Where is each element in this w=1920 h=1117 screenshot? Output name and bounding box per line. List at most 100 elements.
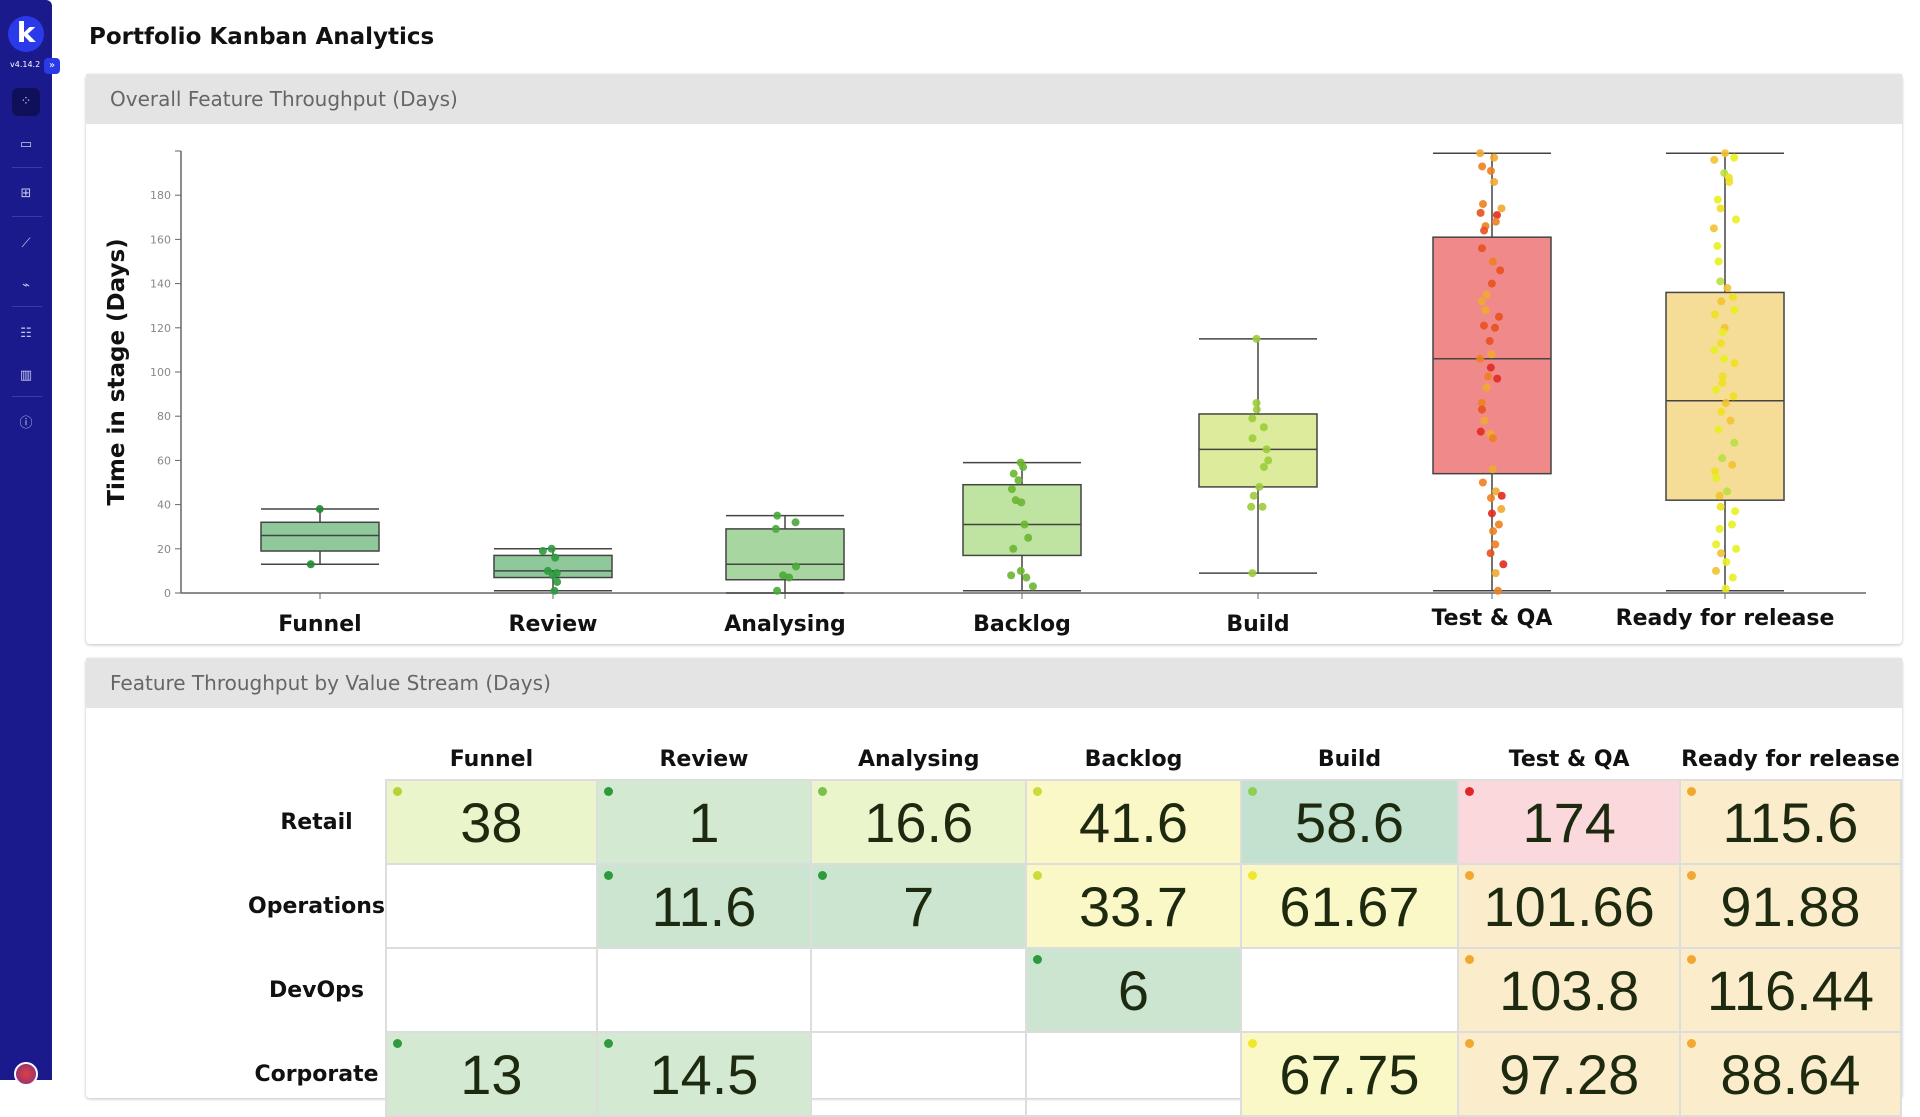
data-point <box>1480 416 1489 425</box>
cell-value: 6 <box>1117 958 1150 1022</box>
value-cell[interactable]: 116.44 <box>1678 947 1903 1033</box>
data-point <box>1716 339 1725 348</box>
data-point <box>1248 434 1257 443</box>
data-point <box>1714 257 1723 266</box>
team-icon[interactable]: ☷ <box>20 326 32 341</box>
data-point <box>1730 359 1739 368</box>
box-ready-for-release <box>1665 291 1785 501</box>
strategy-icon[interactable]: ⁘ <box>12 88 40 116</box>
status-dot-icon <box>1465 955 1475 964</box>
page-title: Portfolio Kanban Analytics <box>89 24 435 50</box>
cell-value: 91.88 <box>1720 874 1861 938</box>
y-tick-label: 140 <box>150 278 171 291</box>
value-cell[interactable]: 58.6 <box>1239 779 1460 865</box>
value-cell[interactable]: 97.28 <box>1457 1031 1681 1117</box>
data-point <box>1490 153 1499 162</box>
status-dot-icon <box>818 871 828 880</box>
info-icon[interactable]: ⓘ <box>19 416 33 431</box>
value-cell[interactable]: 11.6 <box>595 863 813 949</box>
data-point <box>1487 493 1496 502</box>
data-point <box>1477 297 1486 306</box>
data-point <box>1716 277 1725 286</box>
value-cell[interactable]: 16.6 <box>810 779 1028 865</box>
value-cell[interactable]: 38 <box>385 779 598 865</box>
status-dot-icon <box>1247 871 1257 880</box>
header-row: Funnel Review Analysing Backlog Build Test & … <box>248 740 1901 780</box>
x-tick-label: Analysing <box>724 612 845 637</box>
y-tick-label: 180 <box>150 189 171 202</box>
plug-icon[interactable]: ⌁ <box>22 278 30 293</box>
data-point <box>1482 383 1491 392</box>
value-cell[interactable]: 88.64 <box>1678 1031 1903 1117</box>
row-label: Corporate <box>254 1061 379 1087</box>
value-cell[interactable]: 7 <box>810 863 1028 949</box>
data-point <box>1732 215 1741 224</box>
status-dot-icon <box>1247 1039 1257 1048</box>
data-point <box>1726 416 1735 425</box>
value-cell[interactable]: 115.6 <box>1678 779 1903 865</box>
data-point <box>1494 312 1503 321</box>
briefcase-icon[interactable]: ▭ <box>19 137 33 152</box>
cell-value: 67.75 <box>1279 1042 1420 1106</box>
data-point <box>1721 149 1730 158</box>
calendar-add-icon[interactable]: ⊞ <box>20 186 32 201</box>
data-point <box>1007 485 1016 494</box>
data-point <box>1730 438 1739 447</box>
value-cell[interactable]: 101.66 <box>1457 863 1681 949</box>
status-dot-icon <box>818 787 828 796</box>
status-dot-icon <box>1686 871 1696 880</box>
status-dot-icon <box>1686 1039 1696 1048</box>
box-backlog <box>962 483 1082 557</box>
data-point <box>1009 469 1018 478</box>
cell-value: 16.6 <box>864 790 974 854</box>
data-point <box>1491 569 1500 578</box>
value-cell[interactable]: 14.5 <box>595 1031 813 1117</box>
data-point <box>1017 498 1026 507</box>
data-point <box>1499 560 1508 569</box>
data-point <box>1485 337 1494 346</box>
data-point <box>1248 569 1257 578</box>
column-header: Ready for release <box>1681 747 1900 772</box>
value-cell[interactable]: 41.6 <box>1025 779 1242 865</box>
overall-throughput-panel: Overall Feature Throughput (Days) 0 20 40 6… <box>86 74 1902 644</box>
value-cell[interactable]: 13 <box>385 1031 598 1117</box>
status-dot-icon <box>603 787 613 796</box>
x-tick-label: Ready for release <box>1616 606 1835 631</box>
line-chart-icon[interactable]: ⟋ <box>21 236 31 251</box>
value-cell[interactable]: 174 <box>1457 779 1681 865</box>
value-stream-table: Funnel Review Analysing Backlog Build Test & … <box>248 740 1903 1117</box>
data-point <box>1487 279 1496 288</box>
data-point <box>1248 414 1257 423</box>
value-cell[interactable]: 33.7 <box>1025 863 1242 949</box>
status-dot-icon <box>393 787 402 796</box>
value-cell[interactable]: 103.8 <box>1457 947 1681 1033</box>
user-avatar[interactable] <box>14 1062 38 1086</box>
data-point <box>1713 195 1722 204</box>
status-dot-icon <box>393 1039 402 1048</box>
value-cell[interactable]: 1 <box>595 779 813 865</box>
data-point <box>1488 257 1497 266</box>
value-cell[interactable]: 61.67 <box>1239 863 1460 949</box>
status-dot-icon <box>1033 955 1043 964</box>
data-point <box>1247 502 1256 511</box>
value-cell[interactable]: 91.88 <box>1678 863 1903 949</box>
empty-cell <box>810 1031 1028 1117</box>
app-logo[interactable]: k <box>8 16 44 52</box>
value-cell[interactable]: 67.75 <box>1239 1031 1460 1117</box>
buildings-icon[interactable]: ▥ <box>19 368 33 383</box>
data-point <box>1716 204 1725 213</box>
data-point <box>1491 540 1500 549</box>
cell-value: 174 <box>1522 790 1616 854</box>
data-point <box>791 562 800 571</box>
cell-value: 1 <box>688 790 720 854</box>
data-point <box>1728 292 1737 301</box>
row-label: Operations <box>248 893 385 919</box>
empty-cell <box>1025 1031 1242 1117</box>
data-point <box>1028 582 1037 591</box>
data-point <box>1020 520 1029 529</box>
value-cell[interactable]: 6 <box>1025 947 1242 1033</box>
cell-value: 103.8 <box>1499 958 1640 1022</box>
column-header: Review <box>659 747 749 772</box>
divider <box>12 167 42 168</box>
expand-sidebar-button[interactable]: » <box>44 58 60 74</box>
